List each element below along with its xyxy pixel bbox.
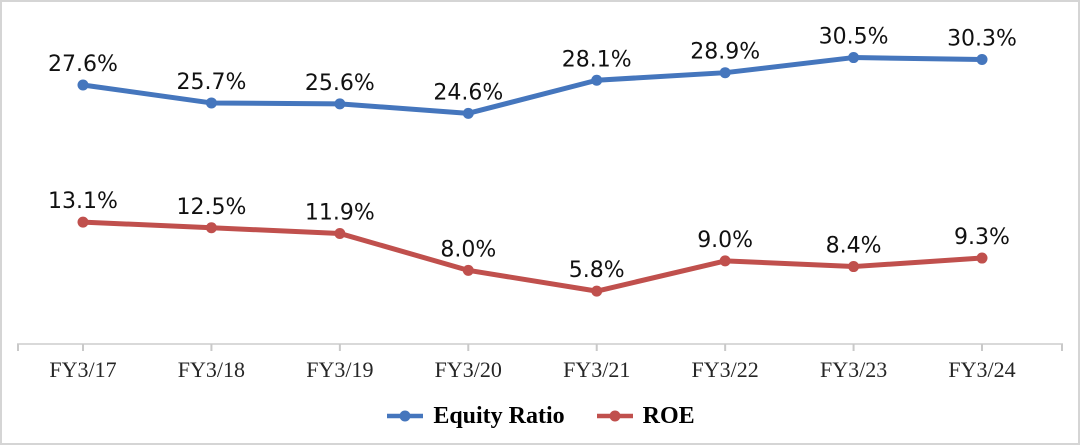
data-label: 8.4% bbox=[826, 234, 882, 259]
data-point-marker bbox=[591, 285, 603, 297]
x-axis-label: FY3/17 bbox=[49, 357, 116, 382]
data-label: 27.6% bbox=[48, 52, 118, 77]
data-point-marker bbox=[719, 255, 731, 267]
series-roe: 13.1% 12.5% 11.9% 8.0% 5.8% 9.0% 8.4% 9.3% bbox=[48, 189, 1010, 297]
x-axis-label: FY3/23 bbox=[820, 357, 887, 382]
legend-line-marker-icon bbox=[387, 410, 424, 422]
data-point-marker bbox=[77, 79, 89, 91]
data-point-marker bbox=[848, 261, 860, 273]
x-axis-label: FY3/24 bbox=[948, 357, 1015, 382]
data-label: 25.7% bbox=[176, 70, 246, 95]
roe-line bbox=[80, 219, 985, 294]
equity-ratio-line bbox=[80, 55, 985, 116]
data-point-marker bbox=[976, 252, 988, 264]
data-point-marker bbox=[976, 53, 988, 65]
data-label: 9.0% bbox=[697, 228, 753, 253]
chart-legend: Equity Ratio ROE bbox=[2, 400, 1078, 432]
data-point-marker bbox=[719, 67, 731, 79]
data-point-marker bbox=[334, 227, 346, 239]
data-point-marker bbox=[591, 74, 603, 86]
data-label: 8.0% bbox=[440, 237, 496, 262]
data-point-marker bbox=[334, 98, 346, 110]
x-axis-label: FY3/21 bbox=[563, 357, 630, 382]
legend-line-marker-icon bbox=[596, 410, 633, 422]
data-label: 28.1% bbox=[562, 47, 632, 72]
series-equity-ratio: 27.6% 25.7% 25.6% 24.6% 28.1% 28.9% 30.5% 30.3% bbox=[48, 25, 1017, 119]
legend-label: Equity Ratio bbox=[433, 402, 565, 429]
x-axis-label: FY3/20 bbox=[435, 357, 502, 382]
legend-item-roe: ROE bbox=[595, 403, 695, 430]
data-label: 28.9% bbox=[690, 40, 760, 65]
x-axis-label: FY3/18 bbox=[178, 357, 245, 382]
data-label: 11.9% bbox=[305, 200, 375, 225]
data-point-marker bbox=[77, 216, 89, 228]
data-point-marker bbox=[462, 107, 474, 119]
data-point-marker bbox=[205, 222, 217, 234]
legend-item-equity-ratio: Equity Ratio bbox=[385, 402, 565, 430]
x-axis-label: FY3/19 bbox=[306, 357, 373, 382]
data-label: 13.1% bbox=[48, 189, 118, 214]
legend-label: ROE bbox=[642, 402, 695, 429]
data-label: 9.3% bbox=[954, 225, 1010, 250]
data-label: 24.6% bbox=[433, 80, 503, 105]
data-point-marker bbox=[462, 264, 474, 276]
data-label: 5.8% bbox=[569, 258, 625, 283]
x-axis-label: FY3/22 bbox=[692, 357, 759, 382]
data-label: 12.5% bbox=[176, 195, 246, 220]
data-point-marker bbox=[205, 97, 217, 109]
data-point-marker bbox=[848, 52, 860, 64]
data-label: 25.6% bbox=[305, 71, 375, 96]
data-label: 30.3% bbox=[947, 26, 1017, 51]
data-label: 30.5% bbox=[819, 25, 889, 50]
